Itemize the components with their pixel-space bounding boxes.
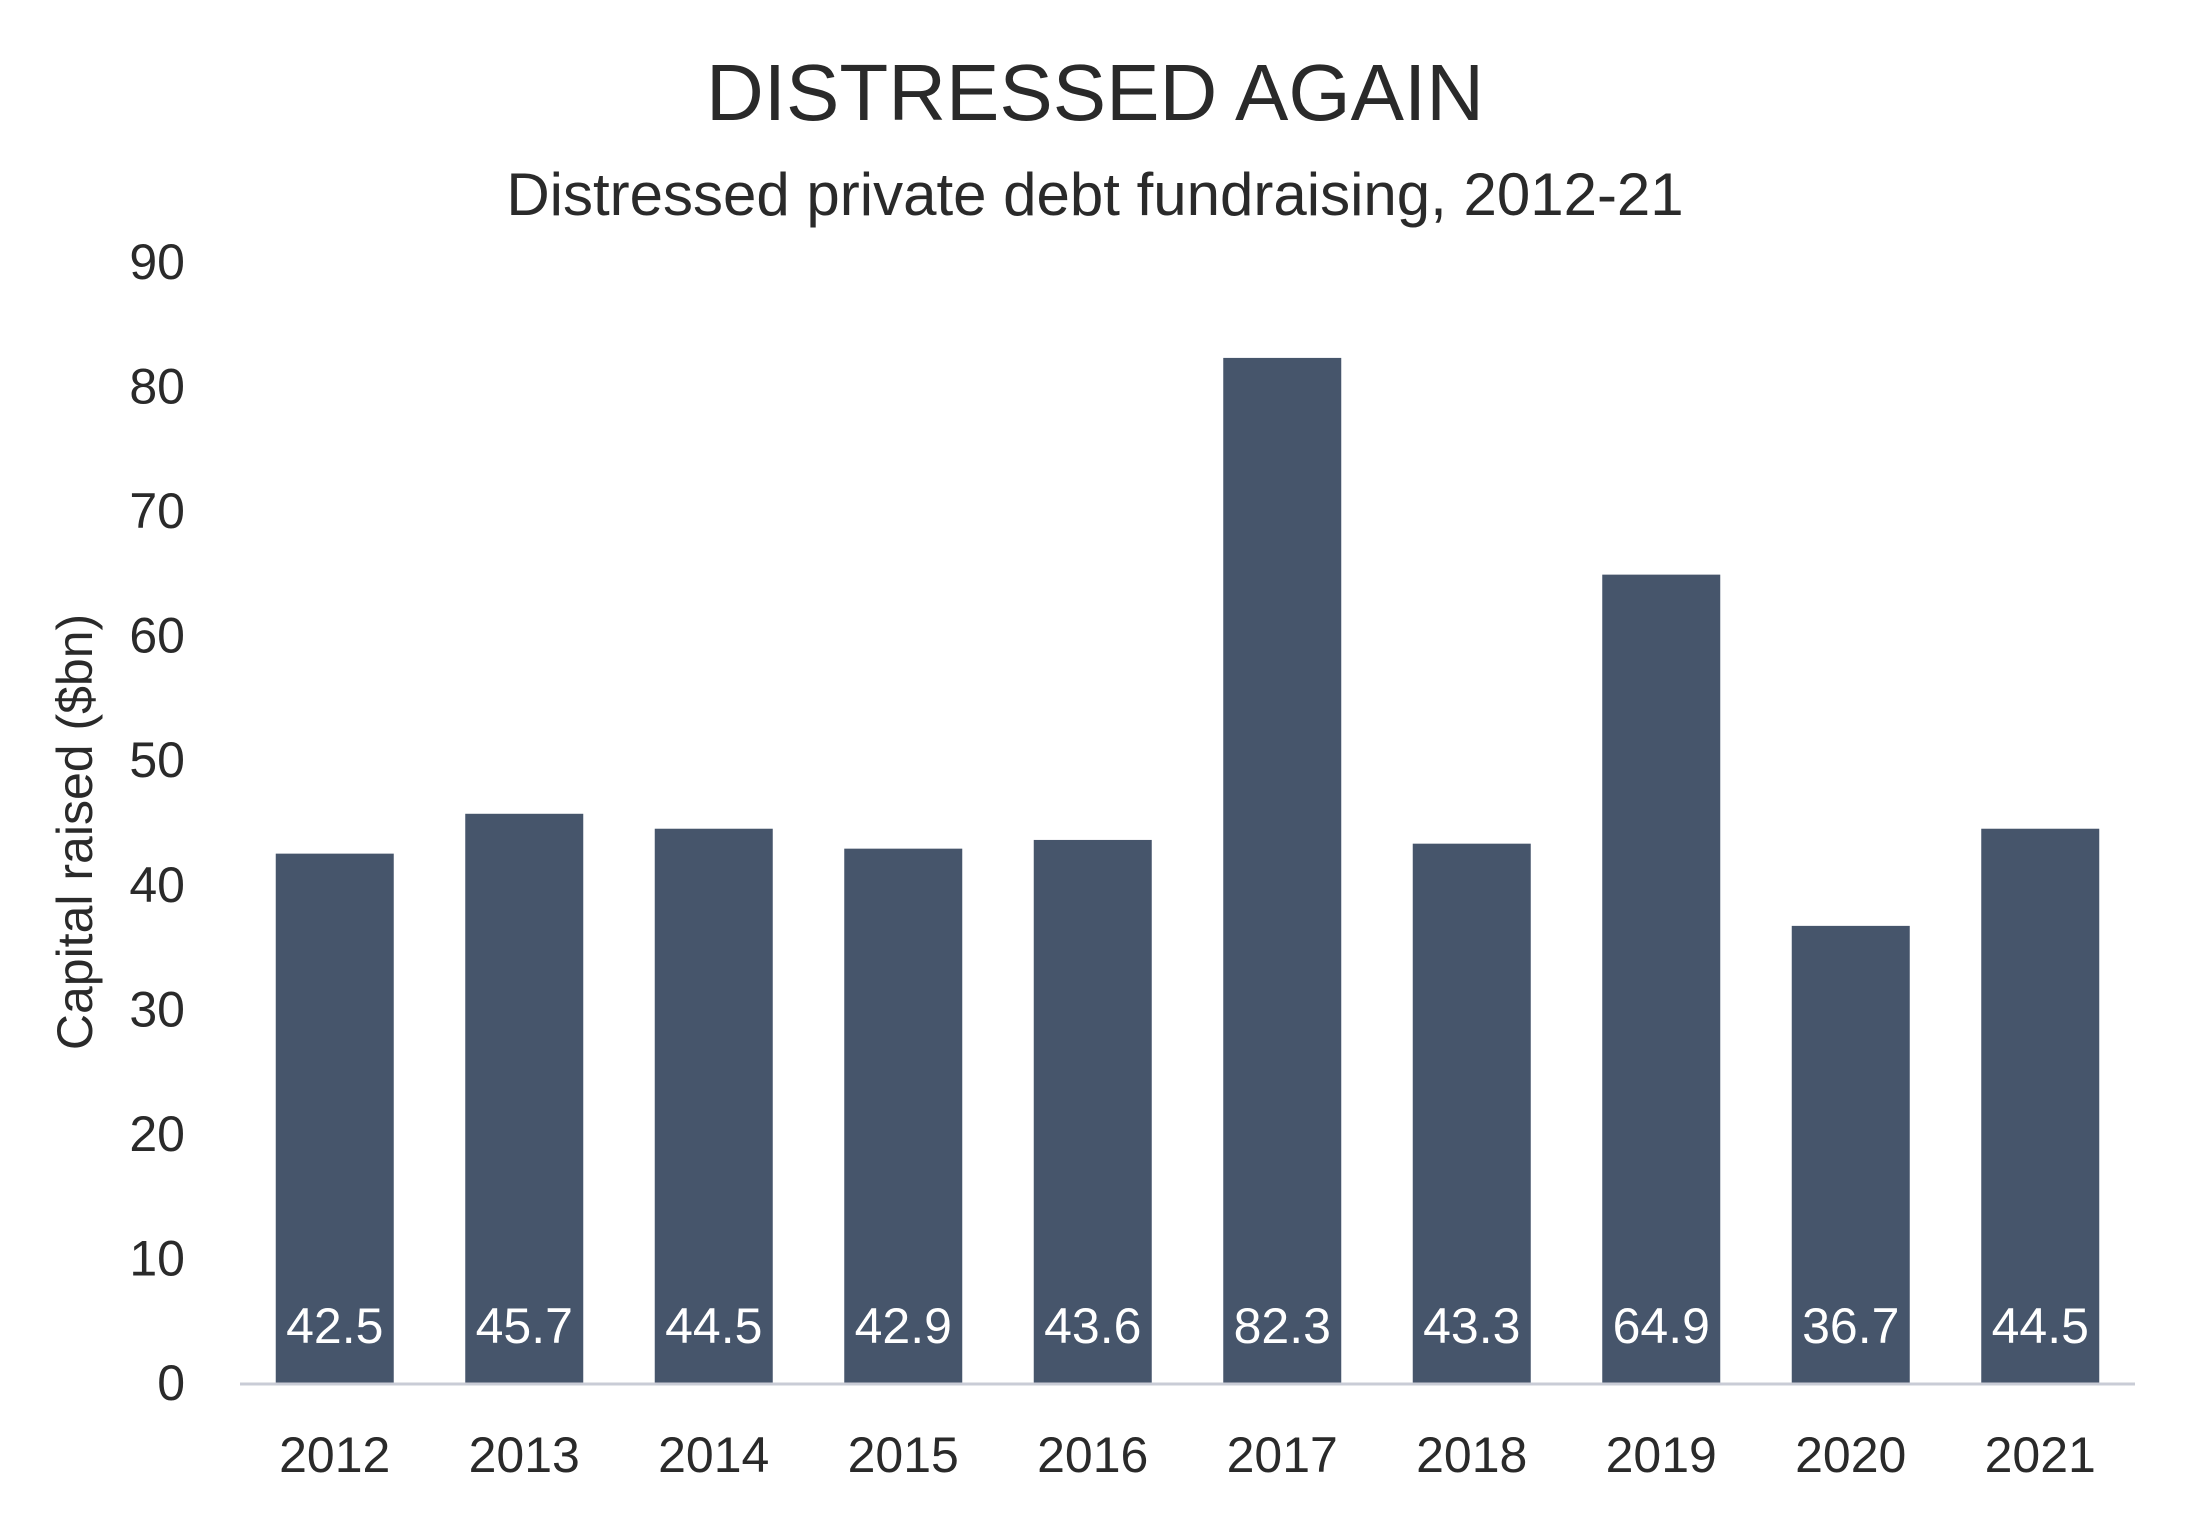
bar-value-label: 43.6 — [1044, 1298, 1141, 1354]
bar — [844, 848, 963, 1383]
y-tick-label: 70 — [129, 483, 185, 539]
bar-value-label: 36.7 — [1802, 1298, 1899, 1354]
bar-value-label: 45.7 — [476, 1298, 573, 1354]
bar — [1412, 843, 1531, 1383]
bar — [275, 853, 394, 1383]
bar — [1223, 357, 1342, 1384]
bar-value-label: 82.3 — [1234, 1298, 1331, 1354]
bar — [654, 828, 773, 1383]
y-tick-label: 60 — [129, 608, 185, 664]
bar — [465, 813, 584, 1383]
x-tick-label: 2014 — [658, 1427, 769, 1483]
chart-title: DISTRESSED AGAIN — [706, 48, 1484, 137]
x-tick-label: 2012 — [279, 1427, 390, 1483]
bar — [1791, 925, 1910, 1383]
bar-value-label: 42.5 — [286, 1298, 383, 1354]
bar — [1033, 839, 1152, 1383]
bar-value-label: 44.5 — [665, 1298, 762, 1354]
x-axis-ticks: 2012 2013 2014 2015 2016 2017 2018 2019 2020 2021 — [279, 1427, 2096, 1483]
y-tick-label: 50 — [129, 732, 185, 788]
bar-series — [275, 357, 2100, 1384]
data-labels: 42.5 45.7 44.5 42.9 43.6 82.3 43.3 64.9 36.7 44.5 — [286, 1298, 2089, 1354]
x-tick-label: 2015 — [848, 1427, 959, 1483]
bar — [1981, 828, 2100, 1383]
x-tick-label: 2018 — [1416, 1427, 1527, 1483]
y-tick-label: 20 — [129, 1106, 185, 1162]
y-tick-label: 40 — [129, 857, 185, 913]
bar — [1602, 574, 1721, 1383]
y-axis-ticks: 0 10 20 30 40 50 60 70 80 90 — [129, 234, 185, 1411]
x-tick-label: 2017 — [1227, 1427, 1338, 1483]
y-tick-label: 90 — [129, 234, 185, 290]
x-tick-label: 2020 — [1795, 1427, 1906, 1483]
x-tick-label: 2021 — [1985, 1427, 2096, 1483]
y-tick-label: 30 — [129, 981, 185, 1037]
chart-subtitle: Distressed private debt fundraising, 201… — [506, 161, 1683, 228]
x-tick-label: 2016 — [1037, 1427, 1148, 1483]
y-axis-label: Capital raised ($bn) — [47, 614, 103, 1050]
y-tick-label: 0 — [157, 1355, 185, 1411]
bar-value-label: 43.3 — [1423, 1298, 1520, 1354]
y-tick-label: 80 — [129, 359, 185, 415]
bar-value-label: 64.9 — [1613, 1298, 1710, 1354]
bar-value-label: 44.5 — [1992, 1298, 2089, 1354]
x-tick-label: 2013 — [469, 1427, 580, 1483]
y-tick-label: 10 — [129, 1230, 185, 1286]
bar-value-label: 42.9 — [855, 1298, 952, 1354]
x-tick-label: 2019 — [1606, 1427, 1717, 1483]
